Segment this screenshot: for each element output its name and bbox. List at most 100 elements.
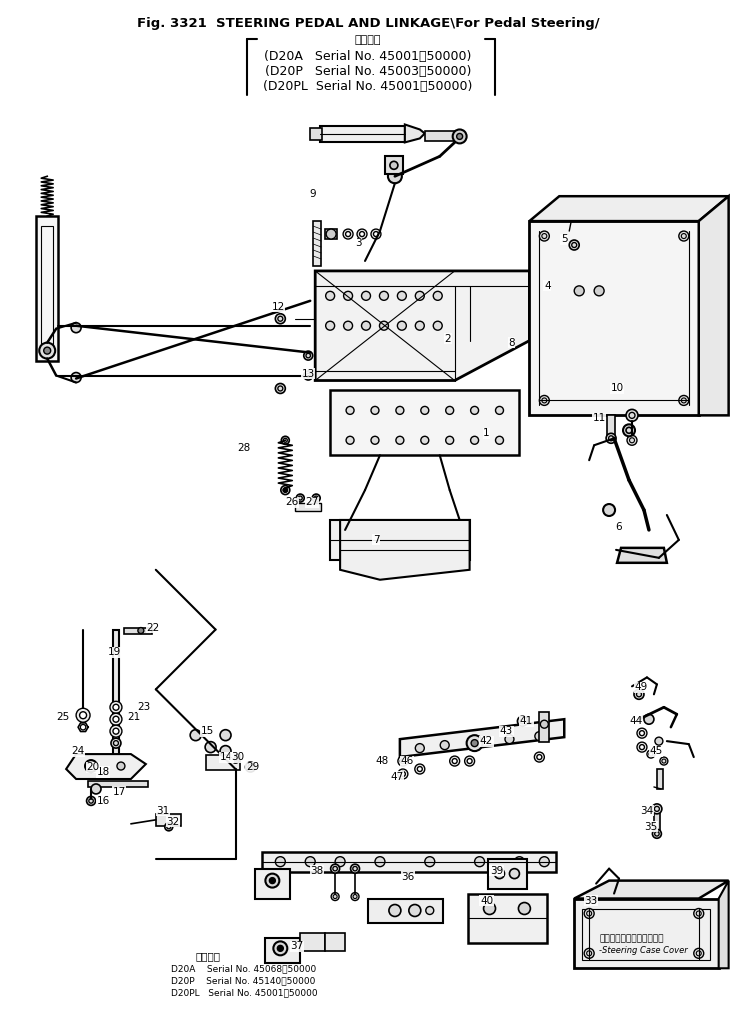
Circle shape	[464, 756, 475, 766]
Circle shape	[415, 744, 424, 753]
Circle shape	[623, 424, 635, 436]
Circle shape	[79, 712, 87, 719]
Text: 4: 4	[544, 280, 551, 291]
Circle shape	[456, 134, 463, 140]
Circle shape	[470, 737, 479, 747]
Circle shape	[110, 725, 122, 737]
Text: 23: 23	[137, 702, 150, 713]
Text: 44: 44	[629, 716, 643, 726]
Bar	[41, 226, 53, 350]
Circle shape	[440, 740, 449, 750]
Text: 12: 12	[272, 302, 285, 312]
Circle shape	[415, 321, 424, 331]
Polygon shape	[698, 196, 729, 415]
Circle shape	[535, 731, 544, 740]
Circle shape	[325, 292, 335, 300]
Text: 15: 15	[201, 726, 214, 736]
Circle shape	[626, 410, 638, 421]
Bar	[310, 128, 322, 141]
Text: 27: 27	[305, 497, 319, 507]
Text: 34: 34	[640, 806, 654, 815]
Circle shape	[371, 436, 379, 445]
Circle shape	[470, 407, 478, 414]
Text: 18: 18	[96, 767, 110, 777]
Text: 32: 32	[166, 816, 180, 827]
Text: 48: 48	[375, 756, 389, 766]
Circle shape	[539, 857, 549, 867]
Text: 9: 9	[309, 189, 316, 199]
Text: 5: 5	[561, 234, 567, 244]
Text: 40: 40	[480, 896, 493, 906]
Text: 21: 21	[127, 713, 141, 722]
Polygon shape	[617, 547, 667, 563]
Polygon shape	[574, 880, 729, 899]
Circle shape	[346, 407, 354, 414]
Circle shape	[275, 857, 286, 867]
Text: 43: 43	[500, 726, 513, 736]
Circle shape	[660, 757, 668, 765]
Circle shape	[603, 504, 615, 516]
Circle shape	[346, 436, 354, 445]
Text: -Steering Case Cover: -Steering Case Cover	[599, 946, 688, 955]
Circle shape	[509, 869, 520, 879]
Bar	[113, 630, 119, 759]
Text: 46: 46	[400, 756, 414, 766]
Circle shape	[446, 407, 453, 414]
Circle shape	[517, 716, 528, 726]
Circle shape	[415, 292, 424, 300]
Circle shape	[39, 343, 55, 358]
Circle shape	[652, 804, 662, 813]
Circle shape	[373, 231, 378, 236]
Bar	[657, 769, 663, 789]
Bar	[266, 939, 300, 963]
Text: 20: 20	[86, 762, 99, 772]
Circle shape	[220, 746, 231, 757]
Circle shape	[640, 730, 645, 735]
Circle shape	[584, 948, 594, 958]
Text: D20A    Serial No. 45068～50000: D20A Serial No. 45068～50000	[171, 964, 316, 974]
Circle shape	[434, 321, 442, 331]
Circle shape	[694, 948, 704, 958]
Circle shape	[569, 240, 579, 250]
Circle shape	[281, 436, 289, 445]
Polygon shape	[718, 880, 729, 968]
Bar	[325, 229, 337, 239]
Circle shape	[330, 864, 339, 873]
Circle shape	[117, 762, 125, 770]
Circle shape	[91, 784, 101, 794]
Circle shape	[371, 407, 379, 414]
Circle shape	[113, 716, 119, 722]
Text: 3: 3	[355, 238, 361, 249]
Text: 11: 11	[592, 413, 606, 423]
Circle shape	[495, 869, 504, 879]
Circle shape	[421, 436, 429, 445]
Circle shape	[408, 905, 421, 916]
Bar	[300, 934, 325, 951]
Circle shape	[76, 709, 90, 722]
Text: 30: 30	[231, 752, 244, 762]
Circle shape	[637, 728, 647, 738]
Circle shape	[505, 734, 514, 744]
Circle shape	[484, 903, 495, 914]
Text: 47: 47	[390, 772, 403, 782]
Circle shape	[331, 892, 339, 901]
Circle shape	[232, 755, 239, 763]
Text: 適用号機: 適用号機	[196, 951, 221, 961]
Circle shape	[389, 905, 401, 916]
Circle shape	[273, 942, 287, 955]
Circle shape	[679, 395, 689, 406]
Text: 33: 33	[584, 896, 598, 906]
Circle shape	[539, 231, 549, 241]
Circle shape	[397, 292, 406, 300]
Circle shape	[111, 738, 121, 748]
Bar	[88, 781, 148, 787]
Circle shape	[606, 433, 616, 444]
Circle shape	[246, 762, 255, 772]
Circle shape	[694, 909, 704, 918]
Circle shape	[495, 407, 503, 414]
Circle shape	[655, 737, 663, 746]
Circle shape	[470, 436, 478, 445]
Circle shape	[205, 741, 216, 753]
Bar	[654, 807, 660, 835]
Polygon shape	[315, 271, 529, 381]
